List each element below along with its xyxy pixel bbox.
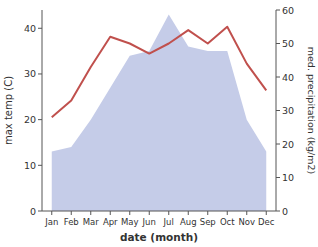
chart: Jan Feb MarAprMayJun Jul AugSep OctNovDec 0 10 2… [0, 0, 318, 247]
y2-tick [276, 77, 280, 78]
y2-tick [276, 10, 280, 11]
x-tick [168, 211, 169, 215]
x-tick [227, 211, 228, 215]
x-tick-label: Oct [220, 217, 235, 227]
x-tick [129, 211, 130, 215]
y2-axis-label: med. precipitation (kg/m2) [306, 47, 317, 174]
y-tick [38, 165, 42, 166]
y-tick-label: 10 [24, 160, 36, 171]
x-tick-label: Apr [103, 217, 118, 227]
y2-tick [276, 177, 280, 178]
y2-tick-label: 60 [282, 5, 294, 16]
y2-tick [276, 110, 280, 111]
y-tick [38, 119, 42, 120]
x-tick [90, 211, 91, 215]
y-tick-label: 20 [24, 114, 36, 125]
y2-tick-label: 40 [282, 72, 294, 83]
area [52, 15, 267, 211]
x-tick-label: May [121, 217, 139, 227]
x-tick [149, 211, 150, 215]
x-tick [71, 211, 72, 215]
y-tick [38, 211, 42, 212]
y2-tick-label: 30 [282, 105, 294, 116]
x-tick-label: Aug [180, 217, 197, 227]
x-axis-line [42, 211, 276, 212]
plot-area [52, 15, 267, 211]
y-axis-line [42, 10, 43, 211]
x-tick [51, 211, 52, 215]
y-tick [38, 28, 42, 29]
y-tick-label: 0 [30, 206, 36, 217]
x-tick-label: Feb [64, 217, 79, 227]
x-tick [188, 211, 189, 215]
y-tick [38, 73, 42, 74]
x-tick [110, 211, 111, 215]
y2-tick-label: 10 [282, 172, 294, 183]
x-tick [246, 211, 247, 215]
x-tick-label: Jan [44, 217, 58, 227]
y2-tick-label: 50 [282, 38, 294, 49]
x-tick-label: Jun [142, 217, 156, 227]
y2-tick [276, 211, 280, 212]
y2-tick [276, 144, 280, 145]
line [52, 27, 267, 117]
x-tick-label: Jul [163, 217, 174, 227]
x-tick [266, 211, 267, 215]
y-axis-label: max temp (C) [3, 76, 14, 145]
x-tick-label: Sep [200, 217, 216, 227]
y2-tick-label: 20 [282, 139, 294, 150]
x-tick-label: Nov [238, 217, 255, 227]
x-axis-label: date (month) [120, 231, 198, 243]
x-tick [207, 211, 208, 215]
x-tick-label: Mar [83, 217, 100, 227]
y2-tick-label: 0 [282, 206, 288, 217]
y-tick-label: 40 [24, 23, 36, 34]
y2-tick [276, 43, 280, 44]
x-tick-label: Dec [258, 217, 275, 227]
y-tick-label: 30 [24, 68, 36, 79]
